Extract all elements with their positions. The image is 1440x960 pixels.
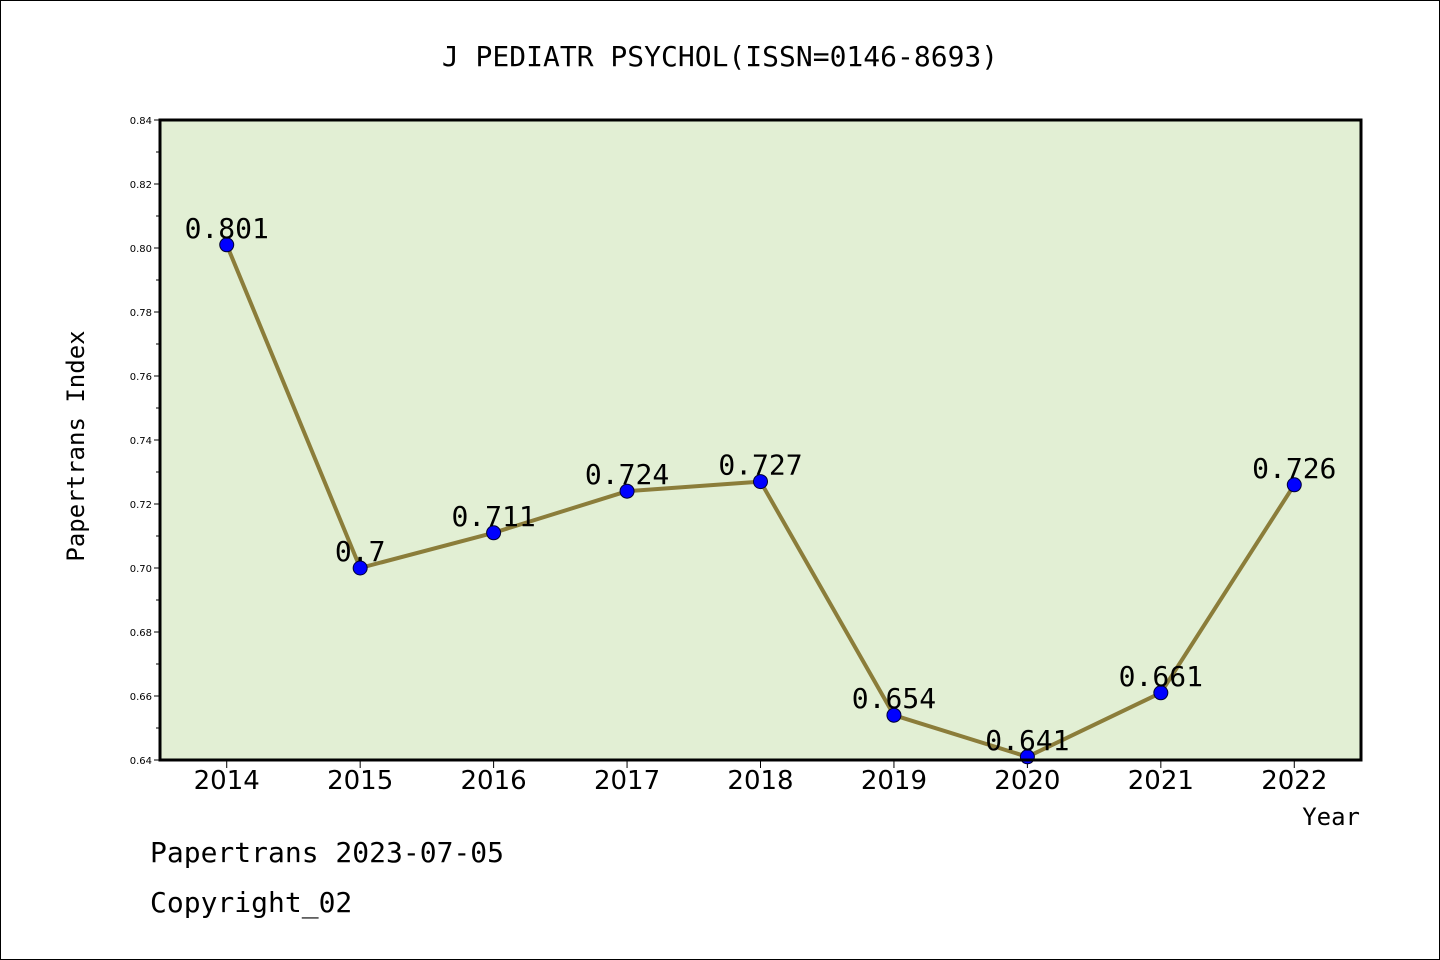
plot-border [158, 118, 1363, 762]
x-tick-label: 2018 [727, 766, 793, 796]
x-tick-label: 2022 [1261, 766, 1327, 796]
data-point [352, 560, 368, 576]
y-tick-label: 0.70 [130, 564, 152, 575]
footer-date: Papertrans 2023-07-05 [150, 836, 505, 869]
chart-title: J PEDIATR PSYCHOL(ISSN=0146-8693) [442, 40, 998, 73]
x-tick-label: 2016 [461, 766, 527, 796]
y-tick-label: 0.64 [130, 756, 152, 767]
data-point [886, 707, 902, 723]
y-tick-label: 0.66 [130, 692, 152, 703]
data-label: 0.7 [335, 535, 386, 568]
x-tick-label: 2014 [194, 766, 260, 796]
y-tick-label: 0.78 [130, 308, 152, 319]
data-label: 0.724 [585, 458, 669, 491]
x-tick-label: 2019 [861, 766, 927, 796]
data-label: 0.726 [1252, 452, 1336, 485]
data-point [486, 525, 502, 541]
y-axis-label: Papertrans Index [62, 330, 90, 561]
data-point [619, 483, 635, 499]
x-tick-label: 2020 [994, 766, 1060, 796]
x-axis-label: Year [1302, 803, 1360, 831]
data-label: 0.661 [1119, 660, 1203, 693]
y-tick-label: 0.82 [130, 180, 152, 191]
data-label: 0.654 [852, 682, 936, 715]
data-point [1153, 685, 1169, 701]
data-label: 0.711 [451, 500, 535, 533]
y-tick-label: 0.84 [130, 116, 152, 127]
y-tick-label: 0.72 [130, 500, 152, 511]
footer-copyright: Copyright_02 [150, 886, 353, 919]
x-tick-label: 2017 [594, 766, 660, 796]
data-label: 0.641 [985, 724, 1069, 757]
y-tick-label: 0.74 [130, 436, 152, 447]
y-tick-label: 0.76 [130, 372, 152, 383]
y-tick-label: 0.80 [130, 244, 152, 255]
x-tick-label: 2015 [327, 766, 393, 796]
data-point [753, 474, 768, 490]
data-label: 0.801 [185, 212, 269, 245]
data-label: 0.727 [718, 449, 802, 482]
data-point [1286, 477, 1302, 493]
data-point [219, 237, 235, 253]
y-tick-label: 0.68 [130, 628, 152, 639]
x-tick-label: 2021 [1128, 766, 1194, 796]
plot-area [160, 120, 1361, 760]
